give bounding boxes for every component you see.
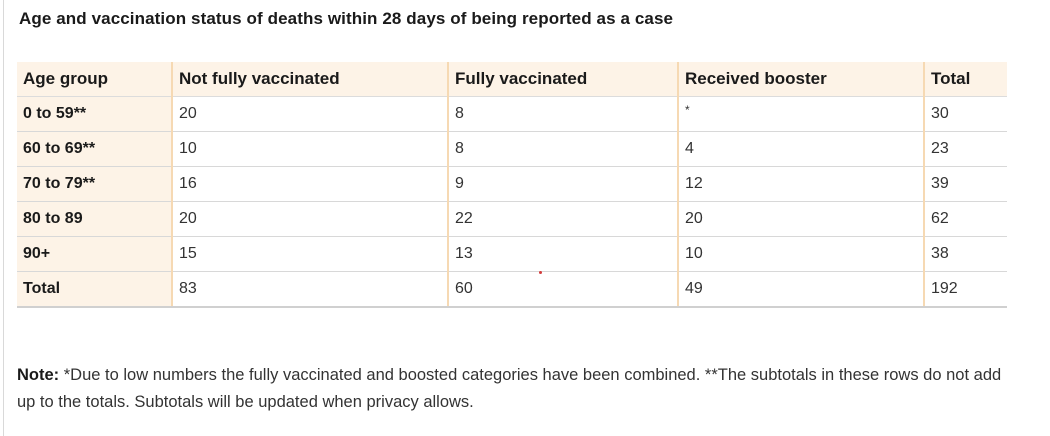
row-header-age-group: 70 to 79** bbox=[17, 166, 172, 202]
column-header-age-group: Age group bbox=[17, 62, 172, 97]
table-cell: 23 bbox=[923, 131, 1007, 167]
row-header-age-group: 80 to 89 bbox=[17, 201, 172, 237]
table-cell: 39 bbox=[923, 166, 1007, 202]
stray-red-mark bbox=[539, 271, 542, 274]
suppressed-value-asterisk: * bbox=[685, 103, 690, 117]
column-header-fully-vaccinated: Fully vaccinated bbox=[447, 62, 678, 97]
table-cell-total: 192 bbox=[923, 271, 1007, 308]
table-cell-suppressed: * bbox=[677, 96, 924, 132]
table-cell-total: 49 bbox=[677, 271, 924, 308]
column-header-received-booster: Received booster bbox=[677, 62, 924, 97]
row-header-age-group: 60 to 69** bbox=[17, 131, 172, 167]
table-cell: 20 bbox=[677, 201, 924, 237]
left-divider bbox=[3, 0, 4, 436]
table-footnote: Note: *Due to low numbers the fully vacc… bbox=[17, 362, 1007, 416]
table-cell: 30 bbox=[923, 96, 1007, 132]
vaccination-deaths-table: Age group Not fully vaccinated Fully vac… bbox=[17, 62, 1007, 308]
table-cell: 12 bbox=[677, 166, 924, 202]
table-cell: 20 bbox=[171, 96, 448, 132]
table-cell: 9 bbox=[447, 166, 678, 202]
row-header-total: Total bbox=[17, 271, 172, 308]
column-header-total: Total bbox=[923, 62, 1007, 97]
table-row: 70 to 79** 16 9 12 39 bbox=[17, 166, 1007, 202]
table-cell: 8 bbox=[447, 131, 678, 167]
table-row: 80 to 89 20 22 20 62 bbox=[17, 201, 1007, 237]
table-cell: 38 bbox=[923, 236, 1007, 272]
table-cell: 20 bbox=[171, 201, 448, 237]
table-cell-total: 83 bbox=[171, 271, 448, 308]
table-title: Age and vaccination status of deaths wit… bbox=[19, 9, 674, 28]
table-cell: 13 bbox=[447, 236, 678, 272]
row-header-age-group: 0 to 59** bbox=[17, 96, 172, 132]
table-row: 60 to 69** 10 8 4 23 bbox=[17, 131, 1007, 167]
table-header-row: Age group Not fully vaccinated Fully vac… bbox=[17, 62, 1007, 97]
table-cell-total: 60 bbox=[447, 271, 678, 308]
table-cell: 8 bbox=[447, 96, 678, 132]
table-cell: 4 bbox=[677, 131, 924, 167]
row-header-age-group: 90+ bbox=[17, 236, 172, 272]
table-row: 90+ 15 13 10 38 bbox=[17, 236, 1007, 272]
table-cell: 15 bbox=[171, 236, 448, 272]
table-cell: 10 bbox=[677, 236, 924, 272]
table-cell: 22 bbox=[447, 201, 678, 237]
note-label: Note: bbox=[17, 366, 60, 384]
note-text: *Due to low numbers the fully vaccinated… bbox=[17, 366, 1002, 411]
table-cell: 16 bbox=[171, 166, 448, 202]
column-header-not-fully-vaccinated: Not fully vaccinated bbox=[171, 62, 448, 97]
table-cell: 10 bbox=[171, 131, 448, 167]
table-cell: 62 bbox=[923, 201, 1007, 237]
table-total-row: Total 83 60 49 192 bbox=[17, 271, 1007, 308]
table-row: 0 to 59** 20 8 * 30 bbox=[17, 96, 1007, 132]
